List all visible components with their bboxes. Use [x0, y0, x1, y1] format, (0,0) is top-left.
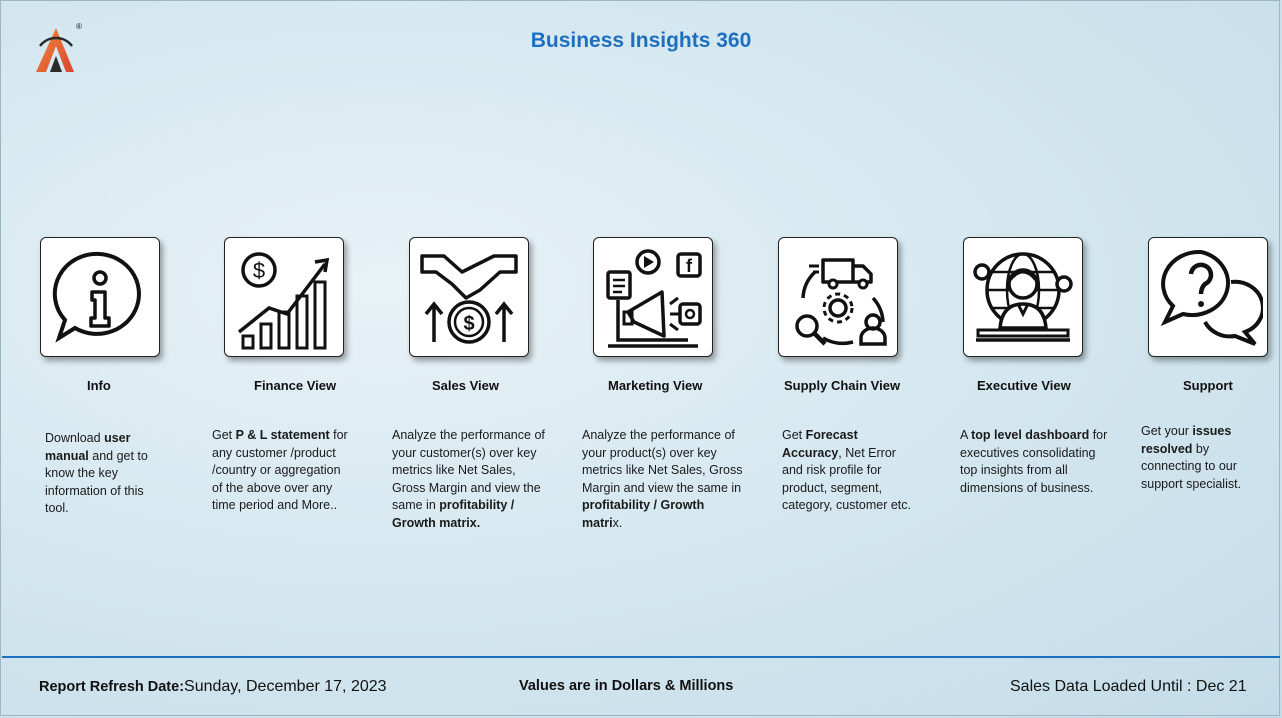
supply-chain-view-description: Get Forecast Accuracy, Net Error and ris… [782, 427, 912, 515]
report-refresh-date: Report Refresh Date:Sunday, December 17,… [39, 678, 387, 696]
description-segment: x. [612, 515, 623, 530]
marketing-view-description: Analyze the performance of your product(… [582, 427, 744, 532]
finance-view-description: Get P & L statement for any customer /pr… [212, 427, 352, 515]
marketing-megaphone-icon: f [606, 249, 702, 348]
svg-text:f: f [686, 256, 693, 276]
description-segment: user manual [45, 431, 131, 463]
executive-view-description: A top level dashboard for executives con… [960, 427, 1110, 497]
refresh-date-value: Sunday, December 17, 2023 [184, 678, 387, 695]
description-segment: issues resolved [1141, 424, 1232, 456]
sales-view-description: Analyze the performance of your customer… [392, 427, 550, 532]
finance-growth-chart-icon: $ [237, 252, 330, 350]
description-segment: , Net Error and risk profile for product… [782, 445, 911, 513]
info-button[interactable] [40, 237, 160, 357]
description-segment: profitability / Growth matrix. [392, 498, 515, 530]
support-label: Support [1183, 378, 1233, 393]
units-note: Values are in Dollars & Millions [519, 678, 734, 694]
support-description: Get your issues resolved by connecting t… [1141, 423, 1263, 493]
info-label: Info [87, 378, 111, 393]
description-segment: for executives consolidating top insight… [960, 428, 1108, 495]
executive-view-button[interactable] [963, 237, 1083, 357]
info-bubble-icon [52, 251, 141, 343]
description-segment: top level dashboard [971, 428, 1090, 442]
marketing-view-button[interactable]: f [593, 237, 713, 357]
description-segment: by connecting to our support specialist. [1141, 441, 1242, 491]
sales-handshake-icon: $ [420, 254, 518, 344]
refresh-date-label: Report Refresh Date: [39, 679, 185, 695]
sales-view-button[interactable]: $ [409, 237, 529, 357]
atliq-logo-icon: ® [34, 22, 84, 74]
tile-support[interactable] [1148, 237, 1268, 357]
tile-supply-chain-view[interactable] [778, 237, 898, 357]
description-segment: Analyze the performance of your product(… [582, 428, 743, 495]
description-segment: Get [212, 428, 236, 442]
tile-executive-view[interactable] [963, 237, 1083, 357]
support-button[interactable] [1148, 237, 1268, 357]
description-segment: for any customer /product /country or ag… [212, 428, 348, 512]
description-segment: P & L statement [235, 428, 330, 442]
description-segment: A [960, 428, 972, 442]
finance-view-button[interactable]: $ [224, 237, 344, 357]
description-segment: Forecast Accuracy [782, 428, 858, 460]
supply-chain-view-button[interactable] [778, 237, 898, 357]
sales-data-loaded: Sales Data Loaded Until : Dec 21 [1010, 678, 1247, 695]
description-segment: Get [782, 428, 806, 442]
info-description: Download user manual and get to know the… [45, 430, 167, 518]
finance-view-label: Finance View [254, 378, 337, 393]
support-question-bubble-icon [1160, 249, 1263, 346]
marketing-view-label: Marketing View [608, 378, 703, 393]
tile-sales-view[interactable]: $ [409, 237, 529, 357]
svg-text:$: $ [463, 313, 474, 335]
tile-marketing-view[interactable]: f [593, 237, 713, 357]
tile-finance-view[interactable]: $ [224, 237, 344, 357]
supply-chain-truck-icon [795, 258, 887, 346]
description-segment: Download [45, 431, 105, 445]
executive-globe-icon [973, 252, 1073, 342]
registered-mark: ® [76, 22, 82, 31]
sales-view-label: Sales View [432, 378, 499, 393]
page-title: Business Insights 360 [530, 29, 752, 52]
footer-divider [2, 656, 1280, 658]
description-segment: Get your [1141, 424, 1193, 438]
description-segment: profitability / Growth matri [582, 498, 705, 530]
executive-view-label: Executive View [977, 378, 1071, 393]
supply-chain-view-label: Supply Chain View [784, 378, 901, 393]
svg-text:$: $ [253, 258, 265, 283]
description-segment: Analyze the performance of your customer… [392, 428, 545, 512]
description-segment: and get to know the key information of t… [45, 448, 148, 516]
tile-info[interactable] [40, 237, 160, 357]
